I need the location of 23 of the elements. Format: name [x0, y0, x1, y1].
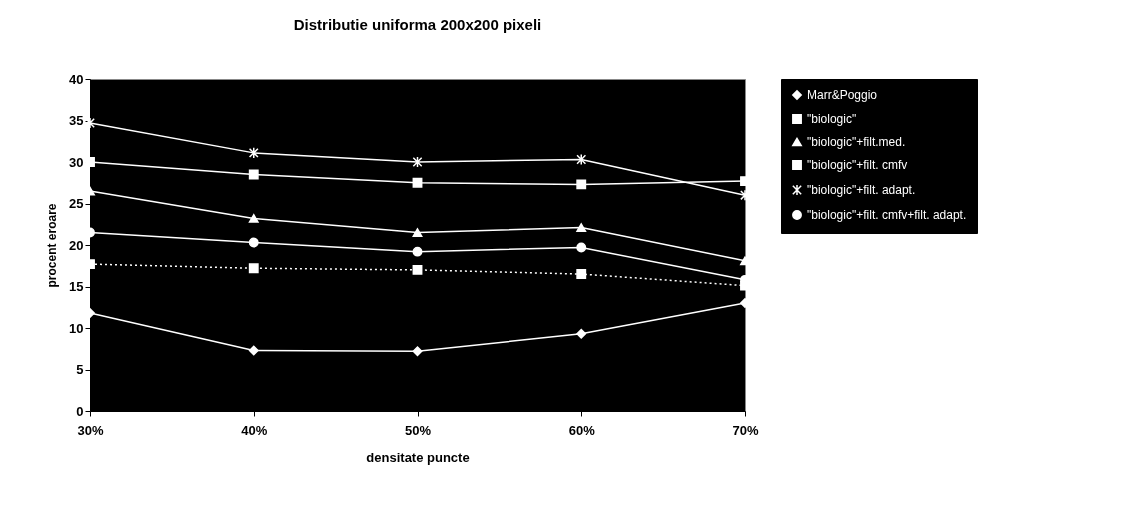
x-axis-title: densitate puncte [366, 449, 470, 465]
legend-label: "biologic" [807, 112, 857, 126]
legend-label: "biologic"+filt. cmfv+filt. adapt. [807, 208, 967, 222]
y-tick-label: 30 [69, 154, 84, 170]
y-tick-label: 35 [69, 113, 84, 128]
x-tick-label: 40% [241, 422, 268, 438]
y-tick-label: 20 [69, 237, 84, 253]
y-axis-title: procent eroare [45, 203, 60, 288]
y-tick-label: 5 [76, 362, 84, 377]
x-tick-label: 50% [404, 422, 432, 438]
legend-label: "biologic"+filt. adapt. [807, 183, 916, 197]
legend-label: "biologic"+filt. cmfv [807, 158, 908, 172]
y-tick-label: 25 [69, 196, 84, 211]
x-tick-label: 70% [732, 422, 759, 438]
x-tick-label: 60% [568, 422, 596, 438]
legend-label: Marr&Poggio [807, 88, 878, 102]
legend-label: "biologic"+filt.med. [807, 135, 906, 149]
y-tick-label: 40 [69, 71, 84, 87]
y-tick-label: 10 [69, 320, 84, 336]
y-tick-label: 0 [76, 403, 84, 419]
y-tick-label: 15 [69, 279, 84, 294]
x-tick-label: 30% [77, 422, 104, 438]
chart-title: Distributie uniforma 200x200 pixeli [293, 16, 542, 33]
